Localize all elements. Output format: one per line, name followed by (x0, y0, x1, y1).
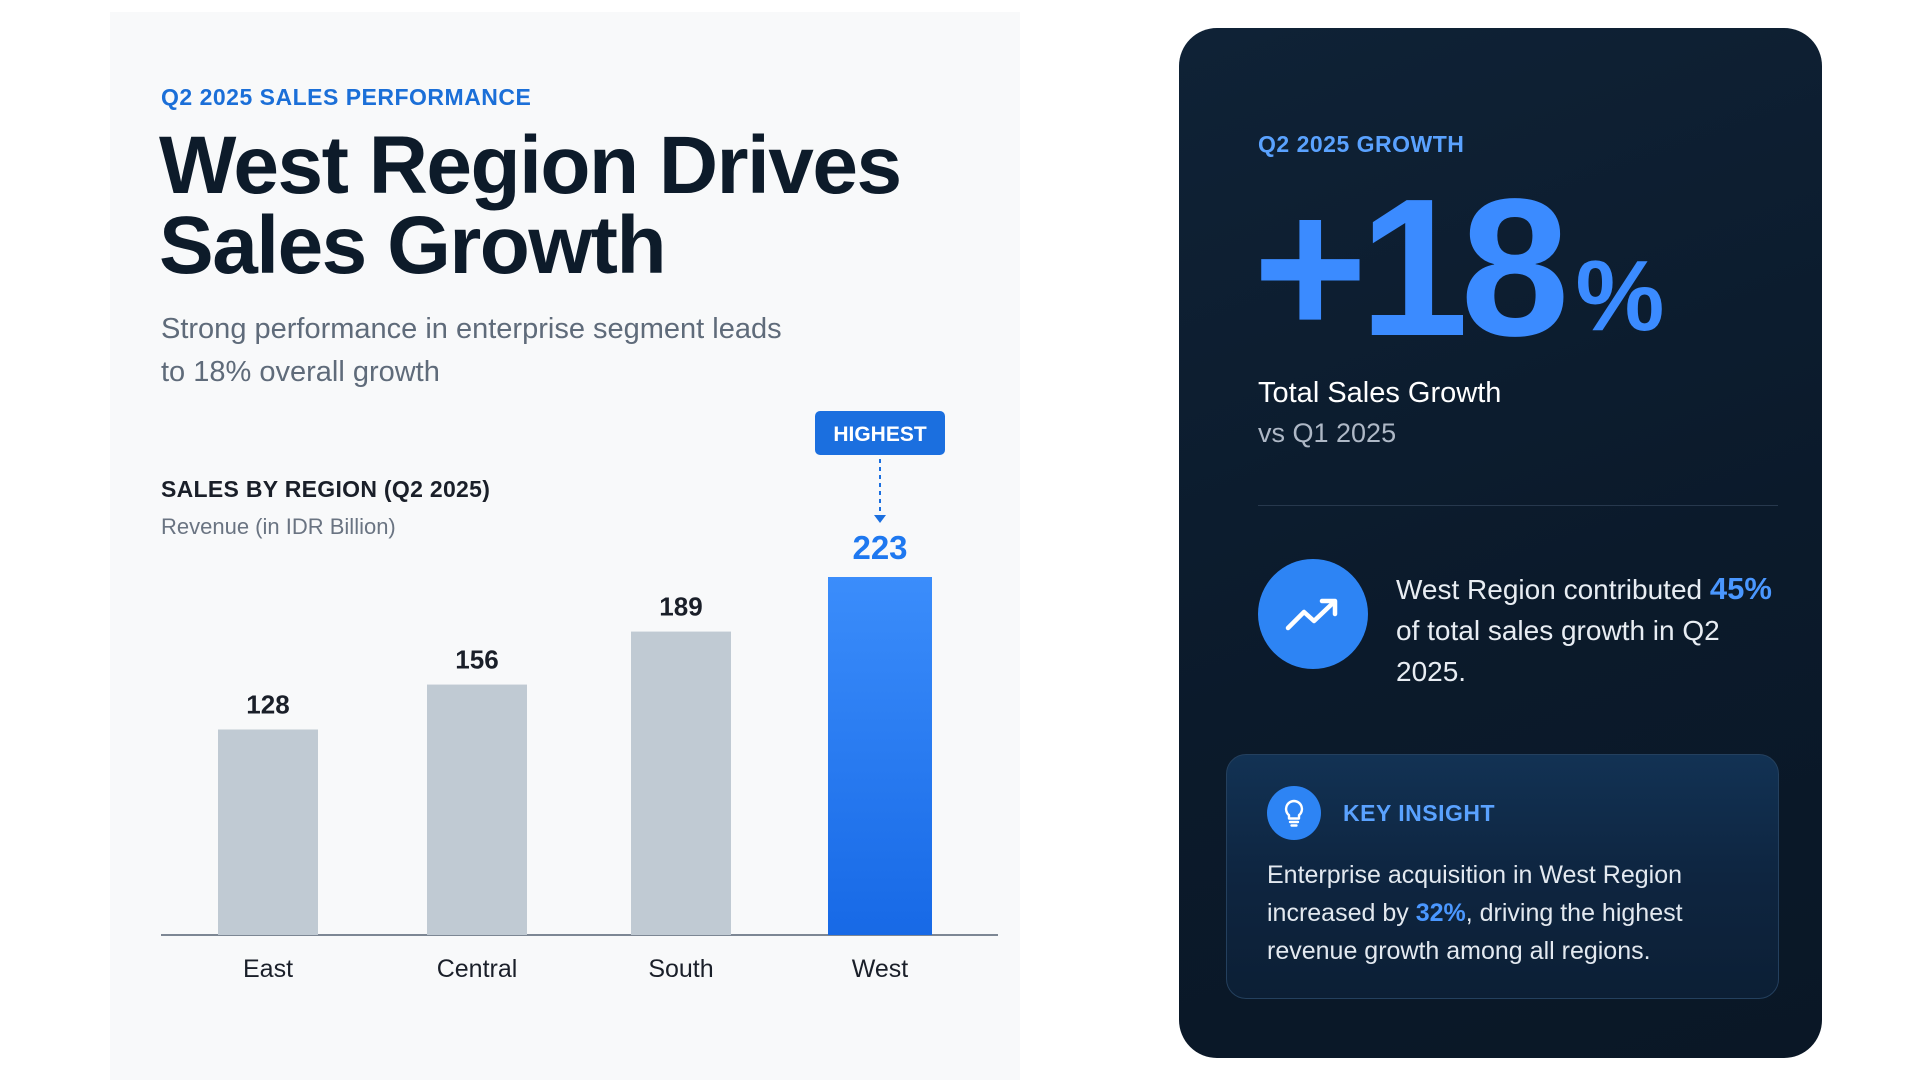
highest-badge (815, 411, 945, 455)
chart-title: SALES BY REGION (Q2 2025) (161, 476, 491, 502)
category-label-central: Central (437, 955, 518, 983)
page-subtitle: Strong performance in enterprise segment… (161, 313, 782, 388)
trend-up-icon (1258, 559, 1368, 669)
growth-label: Q2 2025 GROWTH (1258, 131, 1465, 157)
value-label-east: 128 (246, 690, 289, 720)
chart-panel: Q2 2025 SALES PERFORMANCE West Region Dr… (110, 12, 1020, 1080)
insight-highlight: 32% (1415, 899, 1466, 927)
lightbulb-icon (1267, 786, 1321, 840)
value-label-west: 223 (852, 529, 907, 566)
growth-unit: % (1575, 240, 1665, 352)
category-label-east: East (243, 955, 293, 983)
category-label-south: South (648, 955, 713, 983)
chart-subtitle: Revenue (in IDR Billion) (161, 514, 396, 539)
insight-after: , driving the highest revenue growth amo… (1267, 899, 1683, 965)
growth-number: +18 (1253, 158, 1569, 377)
insight-text: Enterprise acquisition in West Region in… (1267, 856, 1767, 970)
contribution-text: West Region contributed 45% of total sal… (1396, 568, 1786, 692)
insight-before: Enterprise acquisition in West Region in… (1267, 861, 1683, 927)
insight-title: KEY INSIGHT (1343, 800, 1496, 826)
contribution-after: of total sales growth in Q2 2025. (1396, 615, 1720, 687)
divider (1258, 505, 1778, 506)
contribution-highlight: 45% (1709, 571, 1772, 606)
growth-card: Q2 2025 GROWTH +18 % Total Sales Growth … (1179, 28, 1822, 1058)
bar-central (427, 684, 527, 935)
value-label-south: 189 (659, 592, 702, 622)
badge-arrow (874, 515, 886, 523)
page-title: West Region Drives Sales Growth (159, 120, 902, 291)
growth-comparison: vs Q1 2025 (1258, 418, 1397, 448)
bar-chart: 128 East 156 Central 189 South 223 West HIGHEST (161, 411, 998, 983)
contribution-before: West Region contributed (1396, 574, 1703, 605)
key-insight-box: KEY INSIGHT Enterprise acquisition in We… (1226, 754, 1779, 999)
bar-south (631, 631, 731, 935)
category-label-west: West (852, 955, 909, 983)
highest-badge-label: HIGHEST (833, 423, 927, 446)
eyebrow-label: Q2 2025 SALES PERFORMANCE (161, 84, 532, 110)
value-label-central: 156 (455, 645, 498, 675)
bar-east (218, 729, 318, 935)
growth-caption: Total Sales Growth (1258, 377, 1502, 409)
growth-value: +18 % (1253, 158, 1665, 377)
bar-west (828, 577, 932, 935)
